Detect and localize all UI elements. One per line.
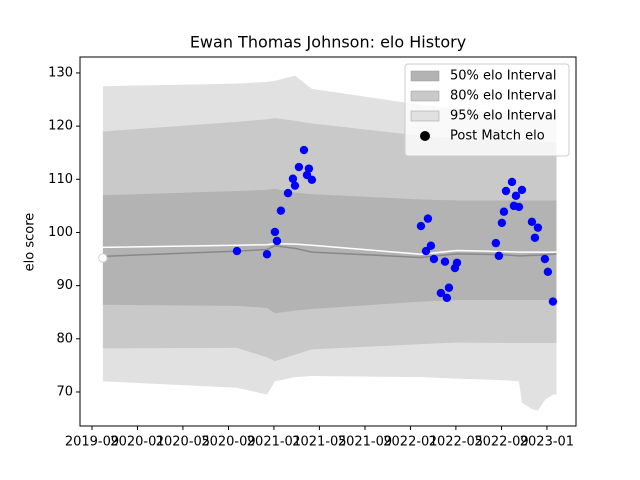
x-tick-label: 2022-01 [383,435,437,450]
data-point [288,174,298,183]
x-tick-label: 2023-01 [520,435,574,450]
data-point [270,227,280,237]
data-point [540,254,550,264]
data-point [232,246,242,256]
trend-line [102,242,557,256]
legend-label: 50% elo Interval [450,69,557,84]
data-point [294,162,304,172]
x-tick-label: 2021-01 [247,435,301,450]
data-point [494,251,504,261]
data-point [497,218,507,228]
y-tick-label: 80 [56,331,73,346]
data-point [511,191,521,200]
chart-title: Ewan Thomas Johnson: elo History [190,33,466,52]
data-point [491,238,501,248]
data-point [262,250,272,259]
legend-swatch [410,110,440,122]
trend-line [102,244,557,259]
y-tick-label: 70 [56,384,73,399]
data-point [501,186,511,196]
legend-swatch [410,90,440,102]
legend-label: 95% elo Interval [450,109,557,124]
x-tick-label: 2022-05 [429,435,483,450]
y-tick-label: 110 [48,172,73,187]
data-point [436,288,446,298]
data-point [290,181,300,190]
x-tick-label: 2020-01 [110,435,164,450]
y-tick-label: 130 [48,65,73,80]
data-point [276,206,286,215]
data-point [452,258,462,267]
x-tick-label: 2020-09 [201,435,255,450]
data-point [304,164,314,173]
data-point [283,188,293,198]
data-point [527,217,537,227]
data-point [517,185,527,195]
x-tick-label: 2019-09 [65,435,119,450]
data-point [444,283,454,292]
x-tick-label: 2020-05 [156,435,210,450]
data-point [499,207,509,216]
interval-band [102,188,557,314]
data-point [272,236,282,246]
data-point [98,253,108,263]
y-tick-label: 100 [48,225,73,240]
x-tick-label: 2021-05 [292,435,346,450]
data-point [514,202,524,212]
legend-swatch [410,70,440,82]
data-point [548,297,558,306]
data-point [416,221,426,231]
y-axis-label: elo score [23,213,38,272]
data-point [530,233,540,242]
data-point [423,214,433,223]
data-point [543,267,553,277]
legend-label: Post Match elo [450,129,545,144]
x-tick-label: 2021-09 [338,435,392,450]
data-point [426,241,436,250]
y-tick-label: 90 [56,278,73,293]
data-point [299,145,309,155]
legend-label: 80% elo Interval [450,89,557,104]
x-tick-label: 2022-09 [474,435,528,450]
data-point [442,293,452,303]
plot-frame [79,56,577,427]
data-point [429,254,439,264]
data-point [533,223,543,232]
data-point [307,175,317,185]
data-point [440,257,450,266]
legend-marker [420,131,430,141]
legend-box [404,63,570,157]
y-tick-label: 120 [48,119,73,134]
data-point [421,246,431,256]
data-point [507,177,517,187]
